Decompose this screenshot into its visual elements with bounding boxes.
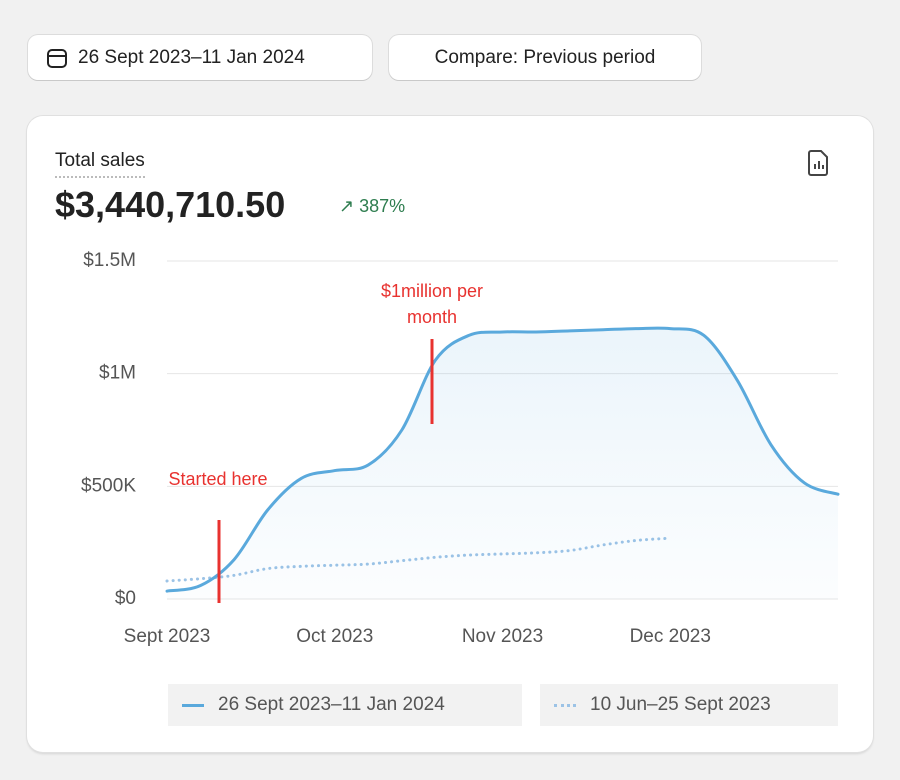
date-range: 26 Sept 2023–11 Jan 2024 [78, 46, 305, 68]
change-value: 387% [359, 196, 406, 216]
legend-item[interactable]: 26 Sept 2023–11 Jan 2024 [168, 684, 522, 726]
card-title: Total sales [55, 150, 145, 178]
y-tick-label: $0 [115, 588, 136, 609]
annotation: Started here [168, 469, 268, 489]
x-tick-label: Sept 2023 [124, 626, 211, 647]
y-tick-label: $500K [81, 475, 136, 496]
date-range-button[interactable]: 26 Sept 2023–11 Jan 2024 [28, 35, 372, 80]
y-tick-label: $1.5M [83, 250, 136, 271]
line [165, 326, 840, 593]
compare: Compare: Previous period [434, 46, 656, 68]
area [167, 328, 838, 599]
legend-item[interactable]: 10 Jun–25 Sept 2023 [540, 684, 838, 726]
total: $3,440,710.50 [55, 184, 286, 225]
annotation: $1million per month [380, 281, 484, 327]
legend-label: 10 Jun–25 Sept 2023 [590, 694, 771, 715]
compare-button[interactable]: Compare: Previous period [389, 35, 701, 80]
legend-swatch [182, 703, 204, 707]
calendar-icon [47, 48, 67, 68]
x-tick-label: Nov 2023 [462, 626, 543, 647]
legend-label: 26 Sept 2023–11 Jan 2024 [218, 694, 445, 715]
x-tick-label: Oct 2023 [296, 626, 373, 647]
change: ↗ 387% [339, 196, 406, 216]
x-tick-label: Dec 2023 [630, 626, 711, 647]
y-tick-label: $1M [99, 363, 136, 384]
legend-swatch [554, 703, 576, 707]
report-icon[interactable] [807, 149, 831, 177]
